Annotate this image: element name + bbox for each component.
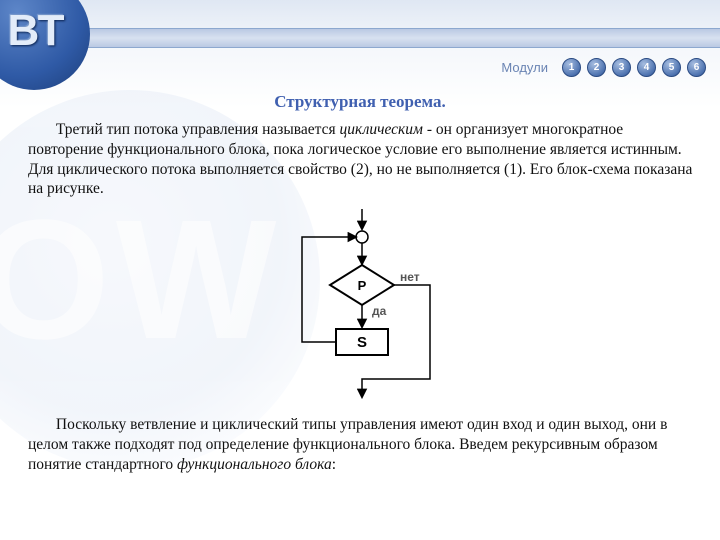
module-btn-6[interactable]: 6 bbox=[687, 58, 706, 77]
header: ВТ Модули 1 2 3 4 5 6 bbox=[0, 0, 720, 70]
paragraph-2: Поскольку ветвление и циклический типы у… bbox=[28, 415, 696, 474]
header-banner bbox=[80, 28, 720, 48]
module-btn-3[interactable]: 3 bbox=[612, 58, 631, 77]
module-btn-1[interactable]: 1 bbox=[562, 58, 581, 77]
process-label: S bbox=[357, 334, 367, 351]
logo-text: ВТ bbox=[8, 6, 65, 56]
module-btn-2[interactable]: 2 bbox=[587, 58, 606, 77]
flowchart: P да нет S bbox=[28, 209, 696, 399]
yes-label: да bbox=[372, 304, 387, 318]
module-btn-5[interactable]: 5 bbox=[662, 58, 681, 77]
content: Третий тип потока управления называется … bbox=[0, 120, 720, 475]
paragraph-1: Третий тип потока управления называется … bbox=[28, 120, 696, 199]
flowchart-svg: P да нет S bbox=[272, 209, 452, 399]
logo: ВТ bbox=[0, 0, 90, 90]
decision-label: P bbox=[358, 278, 367, 293]
modules-label: Модули bbox=[501, 60, 548, 75]
no-label: нет bbox=[400, 270, 420, 284]
modules-nav: Модули 1 2 3 4 5 6 bbox=[501, 58, 706, 77]
merge-node bbox=[356, 231, 368, 243]
page-title: Структурная теорема. bbox=[0, 92, 720, 112]
module-btn-4[interactable]: 4 bbox=[637, 58, 656, 77]
